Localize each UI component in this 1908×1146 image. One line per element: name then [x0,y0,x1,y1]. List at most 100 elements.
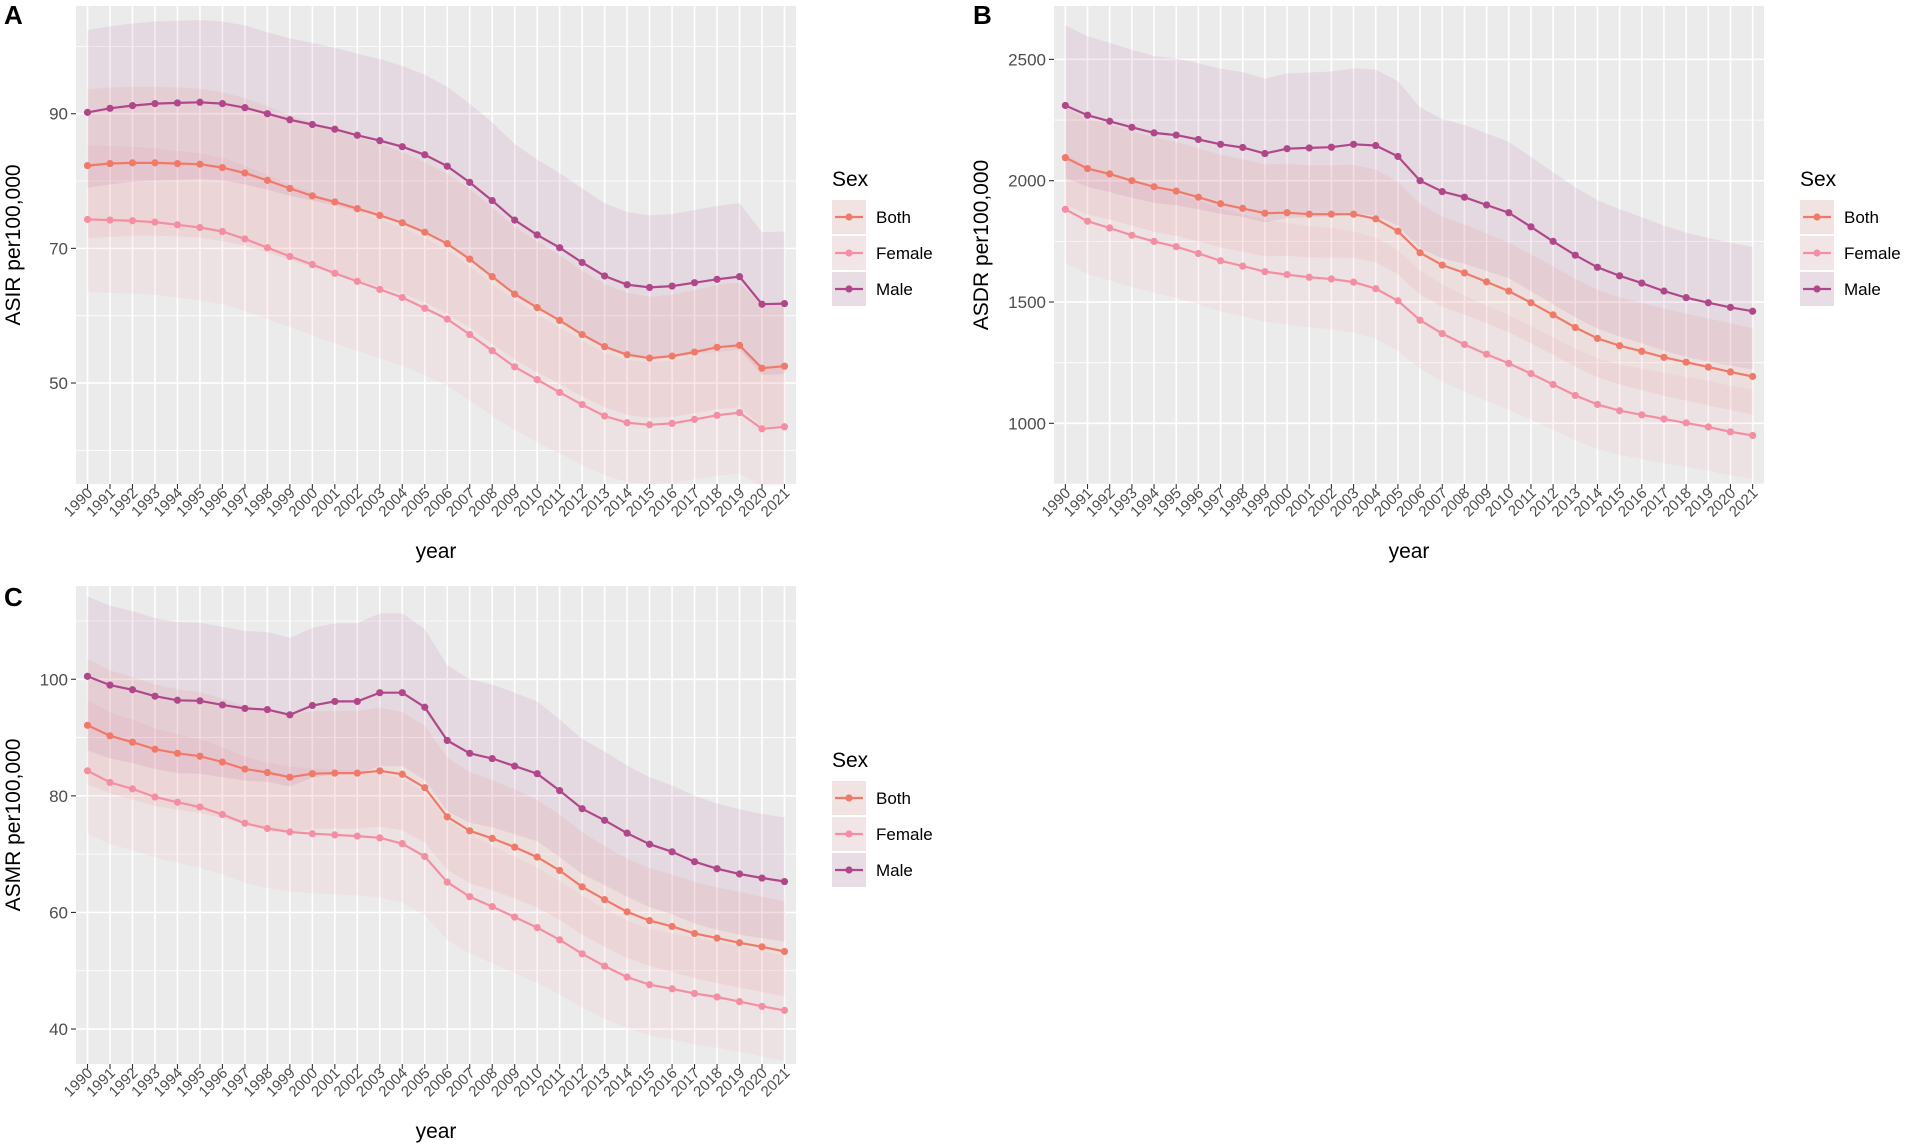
data-point [1261,149,1269,158]
data-point [1128,177,1136,185]
data-point [1416,316,1424,324]
series-male [83,672,789,886]
data-point [645,421,654,429]
legend-title: Sex [832,168,869,191]
data-point [443,315,451,323]
y-tick-label: 70 [49,239,68,258]
data-point [1682,294,1690,302]
data-point [1261,268,1269,276]
data-point [376,285,384,294]
data-point [601,816,609,824]
data-point [106,681,114,689]
data-point [398,293,406,302]
y-tick-label: 90 [49,105,68,124]
data-point [353,769,361,777]
data-point [331,831,339,839]
data-point [488,347,496,355]
data-point [1726,368,1735,376]
data-point [623,351,631,359]
data-point [1216,200,1225,208]
data-point [173,696,182,704]
series-female [1061,205,1757,440]
data-point [241,235,249,243]
data-point [645,283,654,292]
panel-background [76,6,796,484]
data-point [1549,311,1557,319]
data-point [668,419,676,428]
data-point [758,425,766,433]
data-point [1527,299,1535,307]
data-point [1394,227,1402,235]
data-point [645,981,654,989]
data-point [83,767,92,775]
data-point [690,415,699,423]
data-point [1660,353,1668,361]
data-point [443,878,451,886]
panel-background [76,586,796,1064]
data-point [466,827,474,835]
data-point [690,989,699,998]
series-line-both [1064,156,1753,378]
data-point [1216,257,1225,265]
data-point [1460,193,1469,201]
data-point [1327,275,1336,283]
data-point [556,866,564,875]
series-line-female [1064,208,1753,437]
data-point [1638,411,1646,419]
data-point [601,896,609,904]
data-point [645,354,654,362]
data-point [331,697,339,706]
data-point [780,362,789,370]
data-point [83,721,92,729]
data-point [376,689,384,697]
series-line-female [87,218,785,430]
panel-letter: B [973,0,992,30]
series-line-female [86,769,785,1012]
data-point [713,993,721,1001]
data-point [286,711,294,719]
data-point [1416,177,1424,185]
panel-letter: A [4,0,23,30]
data-point [151,745,159,753]
data-point [1438,329,1446,338]
data-point [421,151,429,159]
data-point [1172,243,1180,251]
data-point [331,198,339,206]
data-point [511,913,519,921]
data-point [83,108,92,116]
data-point [241,104,249,112]
data-point [331,125,339,133]
data-point [241,169,249,177]
data-point [263,824,271,833]
data-point [1106,170,1114,178]
y-tick-label: 80 [49,787,68,806]
data-point [1283,271,1291,279]
data-point [1638,279,1646,287]
data-point [780,1006,789,1014]
legend-key-point [845,794,853,802]
y-axis-title: ASDR per100,000 [970,160,993,330]
data-point [1372,141,1380,150]
data-point [1305,144,1313,152]
legend: Sex Both Female Male [832,168,933,306]
data-point [578,400,586,409]
data-point [466,255,474,263]
data-point [578,883,586,891]
data-point [1150,183,1158,191]
data-point [713,411,721,419]
y-axis: 40 60 80 100 [40,670,76,1039]
data-point [511,290,519,298]
data-point [735,870,744,878]
y-tick-label: 60 [49,903,68,922]
data-point [690,929,699,938]
data-point [488,196,496,205]
data-point [1638,347,1646,355]
data-point [466,893,474,901]
data-point [1239,262,1247,270]
ribbon-both [87,659,785,997]
chart-panel-b: 1000 1500 2000 2500 199019911992199319941995… [970,0,1901,563]
data-point [1571,251,1579,259]
data-point [1128,231,1136,239]
data-point [533,376,541,384]
data-point [780,877,789,886]
